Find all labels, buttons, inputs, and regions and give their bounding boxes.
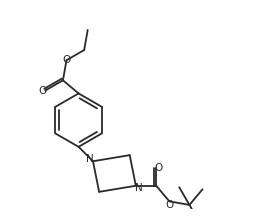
Text: N: N xyxy=(86,154,94,164)
Text: O: O xyxy=(39,85,47,95)
Text: O: O xyxy=(63,55,71,65)
Text: O: O xyxy=(155,164,163,173)
Text: O: O xyxy=(165,200,174,210)
Text: N: N xyxy=(135,183,142,192)
